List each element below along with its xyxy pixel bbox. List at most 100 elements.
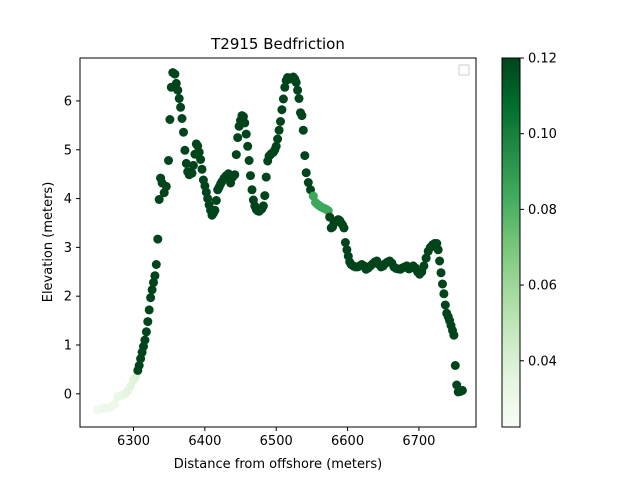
scatter-point-105: [273, 134, 283, 144]
y-tick-label: 1: [64, 339, 72, 354]
scatter-point-107: [276, 117, 285, 126]
chart-title: T2915 Bedfriction: [210, 35, 345, 53]
scatter-point-27: [154, 195, 164, 204]
y-axis-title: Elevation (meters): [41, 182, 56, 303]
scatter-point-49: [188, 160, 198, 170]
scatter-point-54: [196, 155, 206, 164]
legend-box: [458, 64, 470, 76]
x-tick-label: 6400: [188, 434, 221, 449]
scatter-point-195: [438, 279, 447, 289]
y-tick-label: 6: [64, 94, 72, 109]
scatter-point-18: [141, 327, 151, 337]
x-tick-label: 6500: [260, 434, 293, 449]
scatter-point-48: [187, 168, 197, 178]
scatter-point-185: [419, 261, 429, 271]
scatter-point-22: [147, 285, 157, 295]
scatter-point-192: [433, 245, 443, 255]
y-tick-label: 0: [64, 387, 72, 402]
scatter-point-20: [144, 305, 154, 315]
colorbar-gradient: [502, 58, 520, 427]
plot-frame: [79, 57, 477, 428]
scatter-point-39: [174, 94, 184, 103]
scatter-point-109: [278, 94, 288, 104]
colorbar-ticks: 0.04 0.06 0.08 0.10 0.12: [520, 52, 557, 369]
x-tick-label: 6300: [117, 434, 150, 449]
scatter-point-37: [171, 78, 181, 88]
scatter-points: [92, 68, 467, 415]
y-tick-label: 2: [64, 290, 72, 305]
scatter-point-24: [150, 271, 160, 281]
colorbar-tick-label: 0.10: [528, 127, 557, 142]
scatter-point-110: [280, 82, 290, 92]
scatter-point-208: [457, 385, 467, 395]
y-axis-ticks: 0 1 2 3 4 5 6: [64, 94, 80, 402]
scatter-point-87: [247, 185, 257, 195]
scatter-point-120: [294, 94, 304, 103]
scatter-point-197: [440, 300, 450, 310]
scatter-point-44: [181, 158, 191, 168]
scatter-point-97: [261, 172, 271, 182]
scatter-point-108: [277, 105, 287, 115]
scatter-point-26: [153, 234, 163, 244]
scatter-point-106: [274, 125, 284, 135]
scatter-point-147: [340, 238, 350, 247]
scatter-point-126: [303, 178, 313, 187]
x-tick-label: 6600: [331, 434, 364, 449]
scatter-point-76: [231, 150, 241, 160]
y-tick-label: 4: [64, 192, 72, 207]
scatter-point-41: [177, 114, 187, 123]
scatter-point-65: [211, 196, 221, 205]
scatter-point-13: [134, 361, 144, 370]
scatter-point-95: [258, 201, 268, 211]
scatter-point-85: [244, 156, 254, 165]
scatter-point-193: [435, 256, 445, 266]
colorbar-tick-label: 0.08: [528, 203, 557, 218]
scatter-point-38: [173, 85, 183, 95]
scatter-point-75: [230, 170, 240, 180]
scatter-point-119: [293, 85, 303, 95]
scatter-point-53: [194, 147, 204, 157]
y-tick-label: 3: [64, 241, 72, 256]
scatter-point-194: [436, 268, 446, 278]
scatter-point-82: [240, 118, 250, 128]
scatter-point-23: [149, 278, 158, 287]
scatter-point-64: [210, 205, 220, 215]
scatter-point-125: [301, 168, 311, 178]
x-axis-ticks: 6300 6400 6500 6600 6700: [117, 427, 435, 449]
scatter-point-122: [297, 111, 307, 121]
scatter-point-123: [298, 125, 308, 135]
x-tick-label: 6700: [402, 434, 435, 449]
scatter-point-83: [241, 129, 251, 139]
scatter-point-146: [339, 223, 349, 233]
scatter-point-77: [233, 133, 243, 143]
scatter-point-104: [271, 141, 281, 151]
scatter-point-86: [246, 171, 255, 181]
scatter-point-36: [170, 69, 180, 79]
scatter-point-40: [176, 102, 186, 112]
scatter-point-118: [291, 77, 301, 87]
scatter-point-84: [243, 141, 253, 151]
scatter-point-31: [161, 181, 171, 191]
scatter-point-186: [421, 253, 431, 263]
scatter-point-25: [151, 260, 161, 269]
scatter-point-96: [260, 191, 270, 201]
scatter-point-17: [140, 335, 150, 345]
scatter-point-196: [439, 289, 449, 299]
colorbar-frame: [501, 57, 521, 428]
scatter-point-55: [197, 164, 207, 174]
colorbar-tick-label: 0.06: [528, 279, 557, 294]
scatter-point-204: [450, 361, 460, 370]
scatter-point-42: [179, 127, 188, 137]
scatter-point-43: [180, 145, 190, 155]
scatter-point-203: [449, 330, 459, 340]
scatter-point-33: [165, 115, 175, 124]
y-tick-label: 5: [64, 143, 72, 158]
colorbar-tick-label: 0.12: [528, 52, 557, 67]
scatter-point-21: [146, 293, 156, 303]
x-axis-title: Distance from offshore (meters): [174, 457, 382, 472]
scatter-point-124: [300, 151, 310, 161]
scatter-point-19: [143, 317, 153, 327]
scatter-point-32: [164, 156, 173, 165]
colorbar-tick-label: 0.04: [528, 354, 557, 369]
